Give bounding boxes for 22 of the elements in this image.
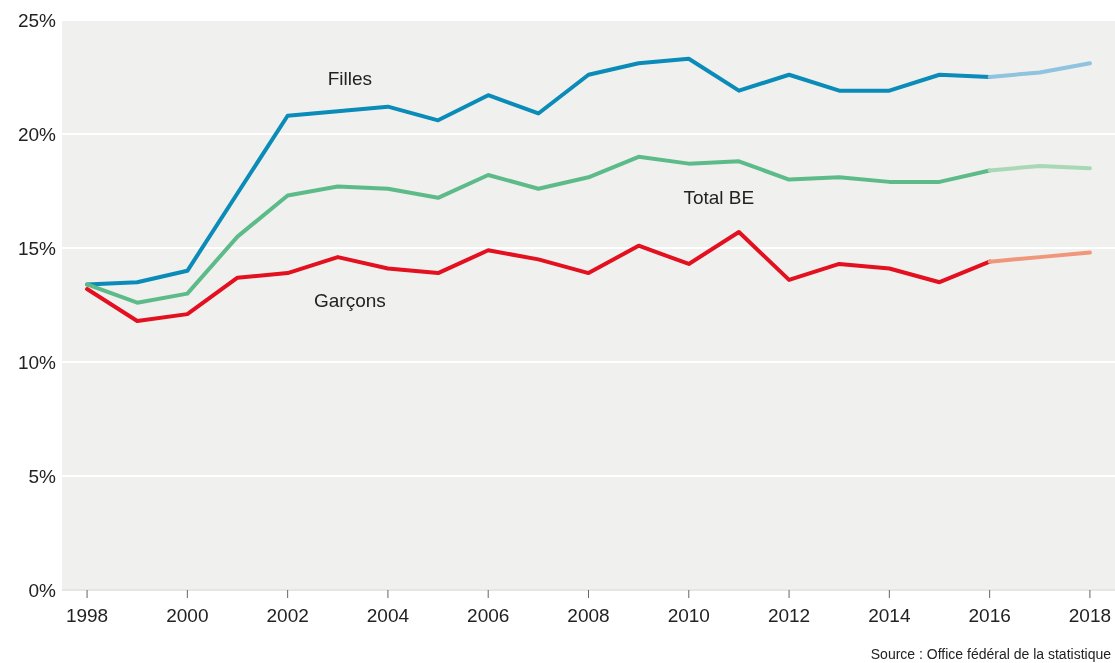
x-tick-label: 2004 [366, 605, 410, 626]
source-note: Source : Office fédéral de la statistique [870, 646, 1112, 662]
x-tick-label: 2012 [767, 605, 811, 626]
y-tick-label: 0% [28, 579, 57, 601]
y-tick-label: 10% [17, 351, 57, 373]
x-tick-label: 2010 [667, 605, 710, 626]
x-tick-label: 2000 [166, 605, 209, 626]
y-tick-label: 15% [17, 237, 57, 259]
x-tick-label: 2016 [968, 605, 1011, 626]
series-label: Garçons [314, 289, 386, 311]
x-tick-label: 2002 [266, 605, 309, 626]
y-tick-label: 25% [17, 9, 57, 31]
y-tick-label: 20% [17, 123, 57, 145]
x-tick-label: 2006 [467, 605, 510, 626]
series-label: Total BE [683, 186, 755, 208]
x-tick-label: 2018 [1068, 605, 1112, 626]
x-tick-label: 1998 [65, 605, 109, 626]
series-label: Filles [327, 67, 373, 89]
x-tick-label: 2008 [567, 605, 610, 626]
y-tick-label: 5% [28, 465, 57, 487]
x-tick-label: 2014 [868, 605, 911, 626]
line-series [85, 230, 992, 323]
